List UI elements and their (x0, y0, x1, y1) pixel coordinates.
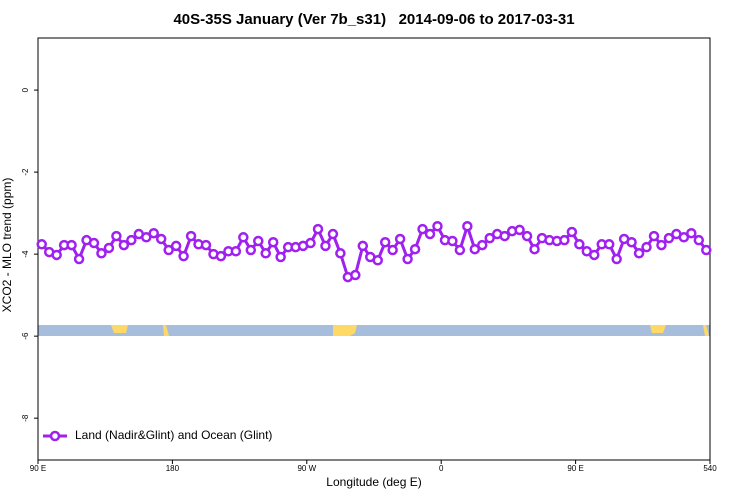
x-tick-label: 0 (439, 464, 444, 473)
data-point (484, 232, 495, 244)
data-point (424, 228, 436, 240)
x-tick-label: 540 (703, 464, 717, 473)
legend-marker (49, 430, 61, 442)
data-point (603, 239, 615, 250)
data-point (432, 220, 443, 232)
data-point (96, 248, 107, 259)
data-point (686, 227, 697, 239)
data-point (559, 234, 570, 246)
chart-title: 40S-35S January (Ver 7b_s31) 2014-09-06 … (173, 11, 574, 28)
land-patch (163, 325, 169, 336)
data-point (155, 233, 167, 245)
data-point (312, 223, 324, 235)
y-tick-label: -2 (21, 168, 30, 176)
data-point (372, 255, 383, 266)
y-axis-label: XCO2 - MLO trend (ppm) (0, 178, 14, 313)
data-point (379, 236, 391, 248)
land-patch (703, 325, 709, 336)
data-point (663, 232, 675, 244)
data-point (350, 269, 361, 281)
y-tick-label: -8 (21, 414, 30, 422)
data-point (73, 253, 85, 265)
data-point (238, 232, 249, 243)
data-point (170, 240, 182, 252)
data-point (566, 226, 578, 238)
data-point (641, 241, 652, 253)
data-point (574, 239, 585, 250)
data-point (529, 243, 540, 255)
land-patch (333, 325, 357, 336)
data-point (462, 220, 473, 232)
data-point (305, 237, 316, 249)
x-axis-label: Longitude (deg E) (326, 475, 421, 489)
data-point (521, 230, 533, 242)
x-tick-label: 90 E (567, 464, 583, 473)
data-point (111, 230, 122, 242)
data-point (678, 232, 690, 243)
data-point (499, 230, 510, 242)
data-point (253, 235, 264, 247)
data-point (260, 248, 271, 259)
data-point (693, 234, 705, 246)
data-point (589, 249, 600, 261)
data-point (148, 227, 159, 239)
data-point (626, 236, 637, 248)
data-point (163, 244, 174, 256)
data-point (514, 224, 525, 236)
data-point (103, 242, 115, 254)
data-point (320, 240, 331, 252)
data-point (633, 248, 645, 259)
data-point (477, 239, 488, 251)
y-tick-label: -4 (21, 250, 30, 258)
y-tick-label: -6 (21, 332, 30, 340)
data-point (178, 250, 189, 262)
data-point (245, 244, 257, 256)
data-point (126, 234, 137, 246)
data-point (357, 240, 369, 252)
data-point (417, 223, 428, 235)
data-point (118, 239, 130, 251)
data-point (215, 250, 227, 262)
data-point (275, 251, 286, 263)
data-point (701, 244, 712, 256)
data-point (611, 253, 622, 265)
data-point (66, 239, 77, 251)
data-point (327, 228, 339, 240)
legend-label: Land (Nadir&Glint) and Ocean (Glint) (75, 428, 272, 442)
land-ocean-strip (38, 325, 710, 336)
data-point (402, 253, 413, 265)
data-point (648, 230, 660, 242)
data-point (51, 249, 62, 261)
y-tick-label: 0 (21, 87, 30, 92)
land-patch (111, 325, 128, 333)
ocean-band (38, 325, 710, 336)
data-point (409, 243, 421, 255)
data-point (656, 239, 667, 251)
data-point (447, 235, 458, 247)
data-point (200, 239, 212, 251)
data-point (267, 236, 279, 248)
x-tick-label: 180 (166, 464, 180, 473)
data-point (335, 248, 346, 259)
land-patch (650, 325, 666, 333)
x-tick-label: 90 E (30, 464, 46, 473)
data-point (36, 239, 47, 250)
data-point (88, 237, 100, 249)
data-point (454, 244, 466, 256)
data-point (469, 243, 481, 255)
data-point (394, 233, 406, 245)
data-point (230, 246, 242, 257)
data-point (141, 232, 152, 243)
x-tick-label: 90 W (297, 464, 316, 473)
data-point (185, 230, 197, 242)
data-point (387, 244, 398, 256)
